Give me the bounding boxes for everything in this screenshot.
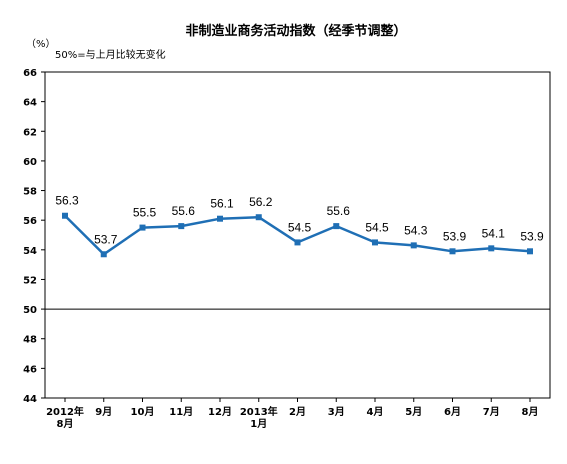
data-labels-group: 56.3 53.7 55.5 55.6 56.1 56.2 54.5 55.6 54.5 54.3… — [55, 194, 544, 247]
data-point — [62, 212, 68, 219]
y-tick-label: 50 — [23, 305, 37, 316]
x-tick-label: 2012年 8月 — [46, 405, 84, 430]
plot-frame — [44, 71, 551, 399]
data-point — [527, 248, 533, 255]
y-tick-label: 64 — [23, 98, 37, 109]
data-point — [100, 251, 107, 258]
y-tick-label: 46 — [23, 364, 37, 375]
y-tick-label: 60 — [23, 157, 37, 168]
x-tick-label-line: 12月 — [208, 406, 232, 418]
data-point — [449, 248, 456, 255]
y-unit-label: （%） — [26, 38, 56, 50]
data-label: 54.3 — [404, 223, 428, 237]
y-axis: 44 46 48 50 52 54 56 58 60 62 64 66 — [23, 68, 45, 405]
series-line-group — [62, 212, 533, 258]
x-tick-label-line: 6月 — [444, 406, 461, 418]
x-tick-label-line: 8月 — [57, 418, 74, 430]
y-tick-label: 52 — [23, 275, 37, 286]
x-tick-label-line: 7月 — [483, 406, 500, 418]
x-tick-label-line: 2012年 — [46, 405, 84, 418]
x-tick-label: 4月 — [367, 406, 384, 418]
data-point — [488, 245, 495, 252]
y-tick-label: 66 — [23, 68, 37, 79]
data-point — [372, 239, 378, 246]
data-label: 54.1 — [482, 226, 506, 240]
data-label: 54.5 — [365, 220, 389, 234]
data-label: 55.6 — [172, 204, 196, 218]
data-point — [139, 224, 146, 231]
x-tick-label-line: 4月 — [367, 406, 384, 418]
data-label: 54.5 — [288, 220, 312, 234]
x-tick-label: 8月 — [522, 406, 539, 418]
x-tick-label: 12月 — [208, 406, 232, 418]
x-tick-label-line: 2月 — [289, 406, 306, 418]
data-label: 56.2 — [249, 195, 273, 209]
y-tick-label: 48 — [23, 335, 37, 346]
x-tick-label: 2月 — [289, 406, 306, 418]
x-tick-label: 10月 — [131, 406, 155, 418]
x-tick-label-line: 10月 — [131, 406, 155, 418]
x-tick-label: 11月 — [169, 406, 193, 418]
data-point — [294, 239, 301, 246]
x-tick-label: 6月 — [444, 406, 461, 418]
x-tick-label: 2013年 1月 — [240, 405, 278, 430]
x-tick-label-line: 1月 — [250, 418, 267, 430]
y-tick-label: 62 — [23, 127, 37, 138]
x-tick-label: 3月 — [328, 406, 345, 418]
x-tick-label-line: 9月 — [95, 406, 112, 418]
data-label: 53.7 — [94, 232, 118, 246]
chart-title: 非制造业商务活动指数（经季节调整） — [185, 23, 406, 39]
x-tick-label-line: 3月 — [328, 406, 345, 418]
data-label: 56.1 — [210, 197, 234, 211]
x-tick-label-line: 11月 — [169, 406, 193, 418]
x-tick-label-line: 5月 — [405, 406, 422, 418]
data-point — [333, 223, 340, 230]
x-tick-label: 7月 — [483, 406, 500, 418]
x-tick-label: 9月 — [95, 406, 112, 418]
x-tick-label-line: 8月 — [522, 406, 539, 418]
y-tick-label: 56 — [23, 216, 37, 227]
data-label: 53.9 — [520, 229, 544, 243]
data-label: 53.9 — [443, 229, 467, 243]
data-point — [178, 223, 185, 230]
data-label: 55.5 — [133, 206, 157, 220]
x-tick-label: 5月 — [405, 406, 422, 418]
reference-note: 50%=与上月比较无变化 — [55, 48, 166, 61]
data-point — [255, 214, 262, 221]
x-tick-label-line: 2013年 — [240, 405, 278, 418]
data-label: 56.3 — [55, 194, 79, 208]
y-tick-label: 58 — [23, 187, 37, 198]
data-label: 55.6 — [327, 204, 351, 218]
data-point — [410, 242, 417, 249]
data-point — [217, 215, 223, 222]
y-tick-label: 44 — [23, 394, 37, 405]
y-tick-label: 54 — [23, 246, 37, 257]
